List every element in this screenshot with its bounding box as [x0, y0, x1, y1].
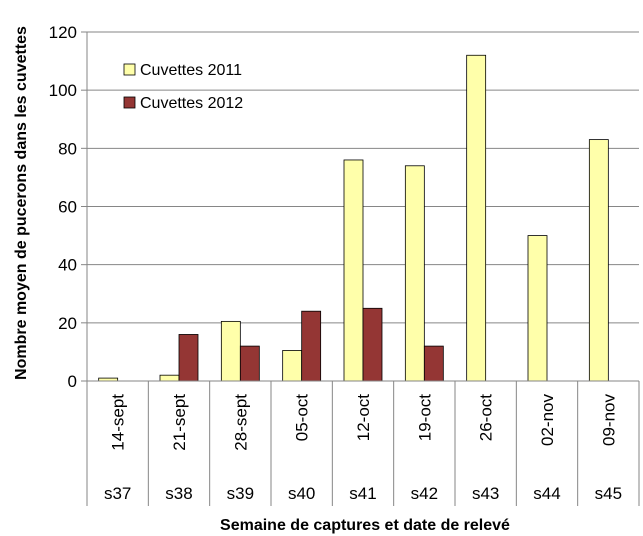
legend-swatch — [123, 63, 136, 76]
x-category-label: 21-sept — [170, 394, 189, 451]
x-category-labels: 14-sept 21-sept 28-sept 05-oct 12-oct 19-oct 2… — [109, 394, 619, 451]
x-week-label: s44 — [533, 484, 560, 503]
x-week-label: s45 — [595, 484, 622, 503]
bar — [588, 139, 609, 382]
legend-label: Cuvettes 2011 — [140, 62, 242, 79]
x-week-label: s42 — [411, 484, 438, 503]
legend: Cuvettes 2011 Cuvettes 2012 — [123, 62, 243, 112]
x-category-label: 28-sept — [231, 394, 250, 451]
y-tick-label: 40 — [58, 256, 77, 275]
axes — [81, 31, 640, 506]
bar — [282, 350, 303, 382]
y-tick-label: 20 — [58, 314, 77, 333]
legend-label: Cuvettes 2012 — [140, 95, 243, 112]
x-axis-title: Semaine de captures et date de relevé — [220, 517, 510, 534]
x-week-label: s40 — [288, 484, 315, 503]
bar — [220, 320, 241, 382]
y-tick-labels: 0 20 40 60 80 100 120 — [49, 23, 77, 391]
bar — [404, 165, 425, 382]
bar — [466, 54, 487, 382]
y-tick-label: 0 — [68, 372, 77, 391]
bar — [178, 334, 199, 382]
x-category-label: 05-oct — [293, 394, 312, 442]
x-week-label: s37 — [104, 484, 131, 503]
x-category-label: 26-oct — [477, 394, 496, 442]
bar — [239, 345, 260, 382]
x-category-label: 02-nov — [538, 394, 557, 446]
bar — [343, 159, 364, 382]
x-category-label: 19-oct — [415, 394, 434, 442]
bar — [362, 307, 383, 382]
x-week-label: s38 — [165, 484, 192, 503]
y-tick-label: 120 — [49, 23, 77, 42]
y-axis-title: Nombre moyen de pucerons dans les cuvett… — [13, 26, 30, 380]
x-week-labels: s37 s38 s39 s40 s41 s42 s43 s44 s45 — [104, 484, 622, 503]
bar — [423, 345, 444, 382]
bars — [98, 54, 609, 382]
y-tick-label: 60 — [58, 198, 77, 217]
bar — [527, 235, 548, 382]
x-category-label: 14-sept — [109, 394, 128, 451]
y-tick-label: 80 — [58, 139, 77, 158]
x-category-label: 09-nov — [599, 394, 618, 446]
y-tick-label: 100 — [49, 81, 77, 100]
x-week-label: s43 — [472, 484, 499, 503]
x-week-label: s41 — [349, 484, 376, 503]
x-week-label: s39 — [227, 484, 254, 503]
bar — [301, 310, 322, 382]
x-category-label: 12-oct — [354, 394, 373, 442]
bar — [159, 374, 180, 382]
legend-swatch — [123, 96, 136, 109]
